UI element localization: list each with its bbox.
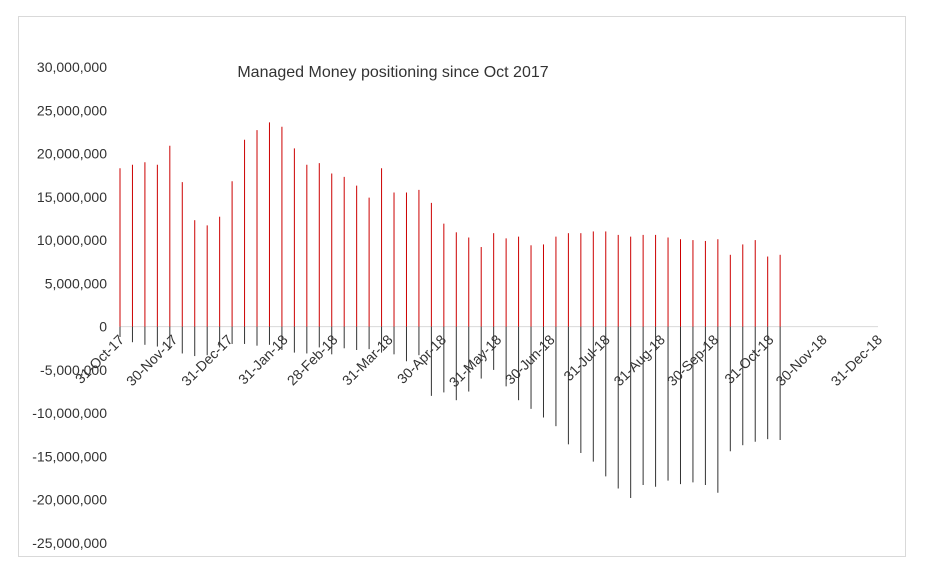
y-tick-label: 0: [99, 319, 107, 335]
y-tick-label: -5,000,000: [40, 362, 107, 378]
y-tick-label: -25,000,000: [32, 535, 107, 551]
x-tick-label: 31-Oct-17: [72, 331, 127, 386]
y-tick-label: -20,000,000: [32, 492, 107, 508]
y-tick-label: 10,000,000: [37, 232, 107, 248]
x-tick-label: 31-Aug-18: [610, 331, 668, 389]
y-tick-label: 20,000,000: [37, 146, 107, 162]
y-tick-label: 5,000,000: [45, 275, 107, 291]
x-tick-label: 31-May-18: [446, 331, 505, 390]
x-tick-label: 30-Jun-18: [502, 331, 558, 387]
x-tick-label: 31-Dec-18: [828, 331, 886, 389]
long-position-bars: [119, 122, 781, 327]
chart-frame: [18, 16, 906, 557]
y-tick-label: 15,000,000: [37, 189, 107, 205]
y-tick-label: 25,000,000: [37, 102, 107, 118]
x-tick-label: 30-Nov-17: [123, 331, 181, 389]
y-tick-label: -10,000,000: [32, 405, 107, 421]
chart-title: Managed Money positioning since Oct 2017: [237, 64, 548, 81]
x-tick-label: 31-Mar-18: [339, 331, 396, 388]
y-tick-label: -15,000,000: [32, 448, 107, 464]
x-tick-label: 30-Nov-18: [772, 331, 830, 389]
x-tick-label: 28-Feb-18: [284, 331, 341, 388]
x-tick-label: 31-Oct-18: [721, 331, 776, 386]
short-position-bars: [119, 326, 781, 498]
y-axis-tick-labels: -25,000,000 -20,000,000 -15,000,000 -10,000…: [32, 59, 107, 551]
x-tick-label: 30-Apr-18: [394, 331, 449, 386]
x-tick-label: 31-Jan-18: [235, 331, 291, 387]
y-tick-label: 30,000,000: [37, 59, 107, 75]
